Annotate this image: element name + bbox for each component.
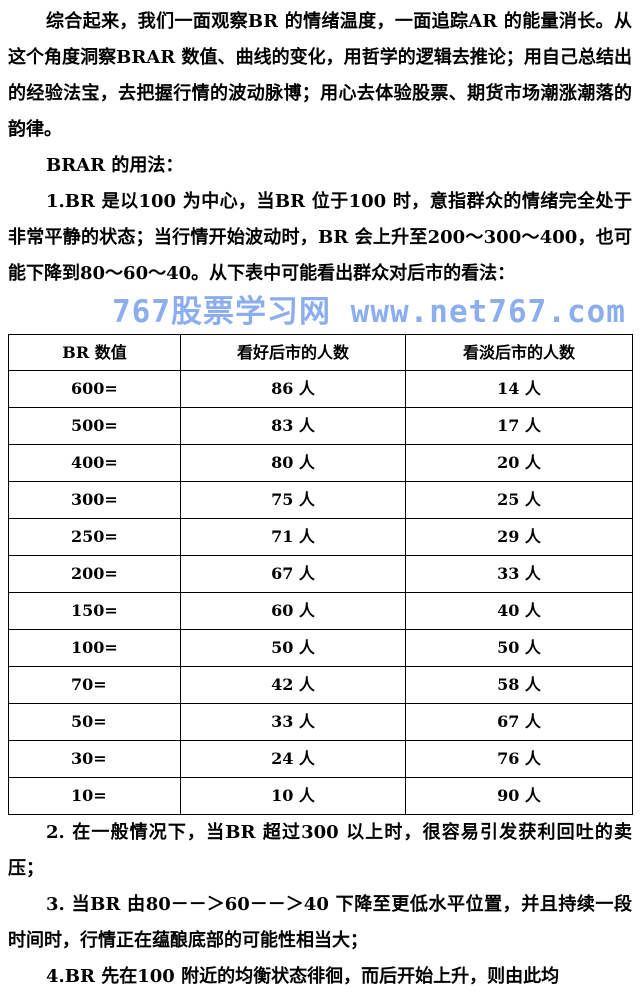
br-value-cell: 30= [8, 740, 181, 778]
br-value-cell: 200= [8, 555, 181, 593]
bearish-count-cell: 40 人 [405, 592, 633, 630]
table-row: 10= 10 人 90 人 [8, 777, 633, 815]
bullish-count-cell: 71 人 [180, 518, 406, 556]
br-value-cell: 500= [8, 407, 181, 445]
header-br-value: BR 数值 [8, 334, 181, 371]
bearish-count-cell: 67 人 [405, 703, 633, 741]
bullish-count-cell: 10 人 [180, 777, 406, 815]
bullish-count-cell: 60 人 [180, 592, 406, 630]
br-value-cell: 150= [8, 592, 181, 630]
table-row: 600= 86 人 14 人 [8, 370, 633, 408]
table-row: 200= 67 人 33 人 [8, 555, 633, 593]
usage-heading: BRAR 的用法： [46, 155, 184, 176]
br-value-cell: 70= [8, 666, 181, 704]
bullish-count-cell: 75 人 [180, 481, 406, 519]
bearish-count-cell: 50 人 [405, 629, 633, 667]
bullish-count-cell: 86 人 [180, 370, 406, 408]
bullish-count-cell: 42 人 [180, 666, 406, 704]
bullish-count-cell: 50 人 [180, 629, 406, 667]
bearish-count-cell: 90 人 [405, 777, 633, 815]
br-value-cell: 100= [8, 629, 181, 667]
table-row: 300= 75 人 25 人 [8, 481, 633, 519]
br-value-cell: 50= [8, 703, 181, 741]
table-row: 250= 71 人 29 人 [8, 518, 633, 556]
table-row: 100= 50 人 50 人 [8, 629, 633, 667]
br-value-cell: 10= [8, 777, 181, 815]
point-1: 1.BR 是以100 为中心，当BR 位于100 时，意指群众的情绪完全处于非常… [8, 191, 632, 284]
bullish-count-cell: 67 人 [180, 555, 406, 593]
bullish-count-cell: 80 人 [180, 444, 406, 482]
bearish-count-cell: 20 人 [405, 444, 633, 482]
br-sentiment-table: BR 数值 看好后市的人数 看淡后市的人数 600= 86 人 14 人 500= 83… [8, 334, 633, 815]
header-bullish-count: 看好后市的人数 [180, 334, 406, 371]
table-row: 50= 33 人 67 人 [8, 703, 633, 741]
bearish-count-cell: 25 人 [405, 481, 633, 519]
br-value-cell: 250= [8, 518, 181, 556]
bearish-count-cell: 17 人 [405, 407, 633, 445]
bearish-count-cell: 76 人 [405, 740, 633, 778]
table-row: 500= 83 人 17 人 [8, 407, 633, 445]
point-3: 3. 当BR 由80－－＞60－－＞40 下降至更低水平位置，并且持续一段时间时… [8, 894, 632, 951]
header-bearish-count: 看淡后市的人数 [405, 334, 633, 371]
table-row: 70= 42 人 58 人 [8, 666, 633, 704]
br-value-cell: 600= [8, 370, 181, 408]
table-row: 30= 24 人 76 人 [8, 740, 633, 778]
intro-paragraph: 综合起来，我们一面观察BR 的情绪温度，一面追踪AR 的能量消长。从这个角度洞察… [8, 11, 632, 140]
bearish-count-cell: 33 人 [405, 555, 633, 593]
br-value-cell: 400= [8, 444, 181, 482]
bullish-count-cell: 33 人 [180, 703, 406, 741]
table-row: 400= 80 人 20 人 [8, 444, 633, 482]
br-value-cell: 300= [8, 481, 181, 519]
bearish-count-cell: 14 人 [405, 370, 633, 408]
watermark: 767股票学习网 www.net767.com [112, 294, 626, 330]
bearish-count-cell: 58 人 [405, 666, 633, 704]
bullish-count-cell: 83 人 [180, 407, 406, 445]
bullish-count-cell: 24 人 [180, 740, 406, 778]
bearish-count-cell: 29 人 [405, 518, 633, 556]
point-4: 4.BR 先在100 附近的均衡状态徘徊，而后开始上升，则由此均 [46, 966, 560, 987]
table-header-row: BR 数值 看好后市的人数 看淡后市的人数 [8, 334, 633, 371]
point-2: 2. 在一般情况下，当BR 超过300 以上时，很容易引发获利回吐的卖压； [8, 822, 632, 879]
table-row: 150= 60 人 40 人 [8, 592, 633, 630]
